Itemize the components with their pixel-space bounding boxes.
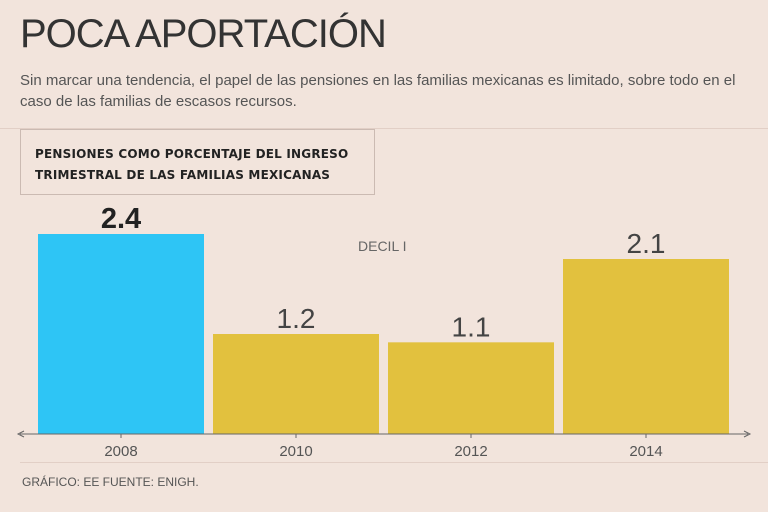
bar-chart: 2.4 1.2 1.1 2.1 2008 2010 2012 2014	[0, 0, 768, 512]
bar-2010	[213, 334, 379, 434]
data-label-2012: 1.1	[452, 311, 491, 342]
data-label-2008: 2.4	[101, 203, 141, 235]
series-annotation: DECIL I	[358, 238, 407, 254]
x-tick-2014: 2014	[629, 443, 662, 460]
x-tick-2010: 2010	[279, 443, 312, 460]
bar-2012	[388, 342, 554, 434]
source-note: GRÁFICO: EE FUENTE: ENIGH.	[22, 475, 199, 489]
data-label-2014: 2.1	[627, 228, 666, 259]
x-axis: 2008 2010 2012 2014	[18, 431, 750, 460]
bar-2014	[563, 259, 729, 434]
x-tick-2012: 2012	[454, 443, 487, 460]
data-label-2010: 1.2	[277, 303, 316, 334]
bar-2008	[38, 234, 204, 434]
x-tick-2008: 2008	[104, 443, 137, 460]
bottom-divider	[20, 462, 768, 463]
